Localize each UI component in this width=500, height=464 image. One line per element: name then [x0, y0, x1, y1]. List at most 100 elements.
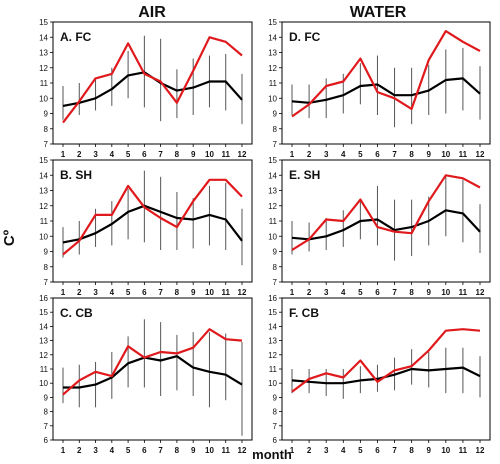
y-tick-label: 16	[268, 294, 277, 303]
y-tick-label: 13	[39, 49, 48, 58]
y-tick-label: 10	[39, 232, 48, 241]
x-axis-label: month	[252, 447, 292, 462]
series-line	[291, 77, 481, 104]
x-tick-label: 8	[175, 288, 180, 297]
x-tick-label: 5	[126, 150, 131, 159]
y-tick-label: 14	[268, 33, 277, 42]
x-tick-label: 3	[324, 288, 329, 297]
x-tick-label: 1	[61, 150, 66, 159]
y-tick-label: 14	[268, 322, 277, 331]
y-tick-label: 12	[39, 351, 48, 360]
x-tick-label: 6	[375, 150, 380, 159]
x-tick-label: 7	[392, 150, 397, 159]
x-tick-label: 6	[375, 446, 380, 455]
y-tick-label: 12	[268, 64, 277, 73]
x-tick-label: 2	[307, 288, 312, 297]
panel-title: B. SH	[60, 168, 92, 182]
x-tick-label: 4	[110, 446, 115, 455]
x-tick-label: 7	[158, 288, 163, 297]
x-tick-label: 5	[126, 288, 131, 297]
x-tick-label: 4	[341, 150, 346, 159]
x-tick-label: 10	[205, 150, 214, 159]
y-tick-label: 7	[44, 140, 49, 149]
y-tick-label: 6	[44, 436, 49, 445]
y-tick-label: 10	[268, 232, 277, 241]
series-line	[291, 328, 481, 393]
x-tick-label: 12	[476, 288, 485, 297]
panel-title: C. CB	[60, 306, 93, 320]
x-tick-label: 12	[476, 150, 485, 159]
x-tick-label: 10	[205, 446, 214, 455]
x-tick-label: 5	[126, 446, 131, 455]
y-tick-label: 13	[268, 187, 277, 196]
x-tick-label: 3	[324, 150, 329, 159]
x-tick-label: 11	[221, 150, 230, 159]
x-tick-label: 7	[158, 446, 163, 455]
y-tick-label: 16	[39, 294, 48, 303]
y-tick-label: 14	[39, 322, 48, 331]
y-tick-label: 14	[268, 171, 277, 180]
y-tick-label: 6	[273, 436, 278, 445]
y-tick-label: 11	[40, 365, 49, 374]
y-tick-label: 11	[269, 79, 278, 88]
x-tick-label: 12	[238, 150, 247, 159]
x-tick-label: 11	[221, 446, 230, 455]
y-tick-label: 13	[268, 337, 277, 346]
y-tick-label: 14	[39, 33, 48, 42]
y-tick-label: 13	[268, 49, 277, 58]
y-tick-label: 9	[44, 110, 49, 119]
y-tick-label: 7	[273, 140, 278, 149]
x-tick-label: 7	[392, 288, 397, 297]
x-tick-label: 12	[238, 288, 247, 297]
x-tick-label: 9	[427, 288, 432, 297]
x-tick-label: 12	[476, 446, 485, 455]
y-tick-label: 12	[268, 202, 277, 211]
y-tick-label: 15	[268, 308, 277, 317]
y-tick-label: 8	[44, 125, 49, 134]
x-tick-label: 11	[459, 288, 468, 297]
x-tick-label: 5	[358, 150, 363, 159]
x-tick-label: 1	[61, 446, 66, 455]
x-tick-label: 6	[142, 150, 147, 159]
y-tick-label: 13	[39, 337, 48, 346]
y-tick-label: 7	[273, 278, 278, 287]
x-tick-label: 9	[191, 446, 196, 455]
y-tick-label: 7	[44, 422, 49, 431]
y-tick-label: 15	[39, 156, 48, 165]
y-axis-label: Cº	[1, 229, 18, 246]
y-tick-label: 15	[39, 18, 48, 27]
series-line	[291, 209, 481, 241]
y-tick-label: 8	[273, 408, 278, 417]
x-tick-label: 1	[290, 150, 295, 159]
x-tick-label: 8	[409, 150, 414, 159]
x-tick-label: 10	[441, 288, 450, 297]
x-tick-label: 4	[341, 288, 346, 297]
y-tick-label: 11	[269, 365, 278, 374]
x-tick-label: 1	[61, 288, 66, 297]
y-tick-label: 9	[273, 110, 278, 119]
x-tick-label: 3	[93, 150, 98, 159]
y-tick-label: 14	[39, 171, 48, 180]
y-tick-label: 8	[273, 263, 278, 272]
series-line	[291, 30, 481, 118]
panel-title: F. CB	[289, 306, 319, 320]
y-tick-label: 13	[39, 187, 48, 196]
x-tick-label: 2	[77, 446, 82, 455]
x-tick-label: 8	[175, 446, 180, 455]
x-tick-label: 5	[358, 288, 363, 297]
panel-title: E. SH	[289, 168, 320, 182]
series-line	[62, 178, 243, 256]
y-tick-label: 12	[39, 64, 48, 73]
x-tick-label: 9	[191, 288, 196, 297]
x-tick-label: 4	[341, 446, 346, 455]
x-tick-label: 1	[290, 446, 295, 455]
y-tick-label: 8	[44, 263, 49, 272]
y-tick-label: 15	[268, 18, 277, 27]
y-tick-label: 11	[269, 217, 278, 226]
x-tick-label: 11	[459, 150, 468, 159]
x-tick-label: 2	[77, 150, 82, 159]
series-line	[62, 328, 243, 396]
